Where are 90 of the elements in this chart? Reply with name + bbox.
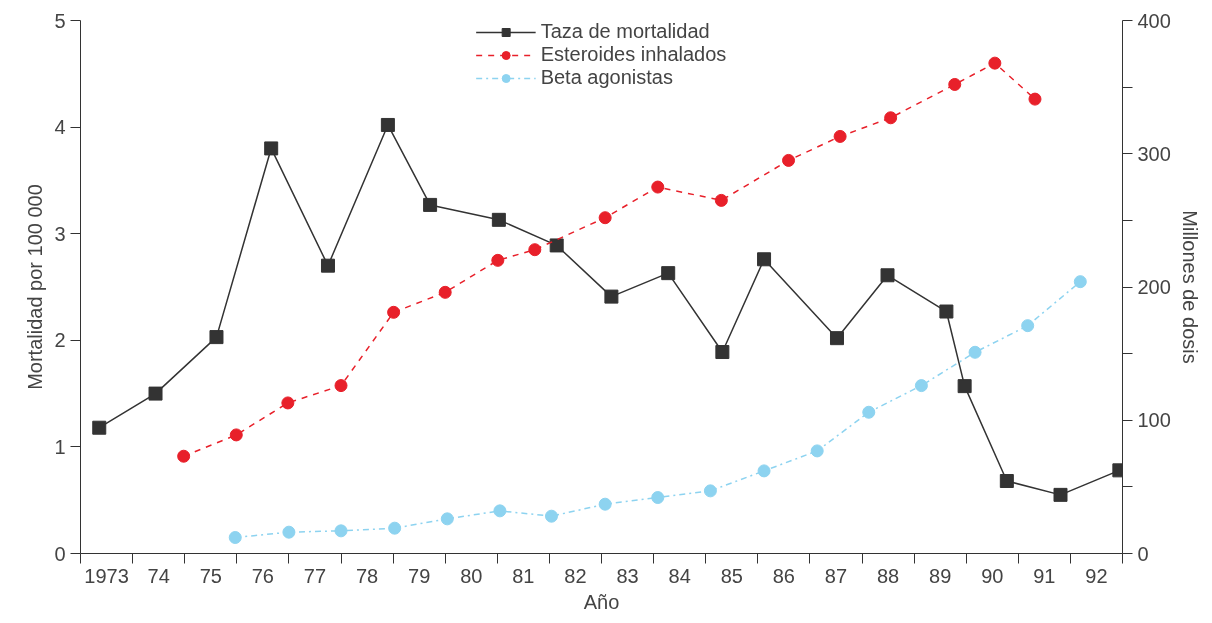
point (999, 474, 1014, 489)
point (829, 331, 844, 346)
x-tick-label: 87 (824, 564, 848, 587)
x-tick-label: 77 (303, 564, 327, 587)
point (264, 141, 279, 156)
point (491, 253, 505, 267)
x-tick-label: 85 (720, 564, 743, 587)
point (528, 243, 542, 257)
x-tick-label: 86 (772, 564, 795, 587)
point (782, 153, 796, 167)
x-tick-label: 80 (460, 564, 483, 587)
y-tick-label: 1 (54, 435, 66, 458)
point (229, 428, 243, 442)
x-tick-label: 81 (512, 564, 535, 587)
point (282, 525, 296, 539)
point (92, 420, 107, 435)
point (715, 345, 730, 360)
x-axis-title: Año (583, 590, 620, 613)
point (810, 444, 824, 458)
point (1053, 487, 1068, 502)
point (148, 386, 163, 401)
point (281, 396, 295, 410)
point (884, 111, 898, 125)
y-tick-label: 0 (54, 542, 66, 565)
x-tick-label: 84 (668, 564, 691, 587)
point (544, 509, 558, 523)
point (833, 129, 847, 143)
point (957, 379, 972, 394)
point (862, 405, 876, 419)
x-tick-label: 91 (1033, 564, 1056, 587)
point (491, 212, 506, 227)
point (493, 504, 507, 518)
point (387, 305, 401, 319)
point (549, 238, 564, 253)
point (388, 521, 402, 535)
point (598, 497, 612, 511)
x-tick-label: 82 (564, 564, 587, 587)
x-tick-label: 89 (929, 564, 952, 587)
x-tick-label: 90 (981, 564, 1004, 587)
point (948, 77, 962, 91)
point (661, 266, 676, 281)
x-tick-label: 79 (408, 564, 431, 587)
x-tick-label: 88 (876, 564, 900, 587)
y2-axis-title: Millones de dosis (1178, 210, 1201, 364)
y-tick-label: 4 (54, 116, 66, 139)
point (1073, 275, 1087, 289)
point (651, 491, 665, 505)
point (651, 180, 665, 194)
x-tick-label: 76 (251, 564, 274, 587)
point (380, 117, 395, 132)
point (423, 197, 438, 212)
x-tick-label: 92 (1085, 564, 1108, 587)
point (440, 512, 454, 526)
x-tick-label: 1973 (84, 564, 129, 587)
point (757, 464, 771, 478)
point (334, 524, 348, 538)
point (1021, 319, 1035, 333)
point (438, 285, 452, 299)
y-tick-label: 5 (54, 9, 66, 32)
y2-tick-label: 300 (1137, 142, 1171, 165)
point (1028, 92, 1042, 106)
legend-label: Taza de mortalidad (540, 20, 710, 43)
y-tick-label: 3 (54, 222, 66, 245)
point (914, 379, 928, 393)
point (228, 531, 242, 544)
legend-label: Esteroides inhalados (540, 43, 727, 66)
point (177, 449, 191, 463)
point (598, 211, 612, 225)
point (714, 193, 728, 207)
x-tick-label: 74 (147, 564, 170, 587)
x-tick-label: 75 (199, 564, 222, 587)
point (939, 304, 954, 319)
point (757, 252, 772, 267)
point (334, 379, 348, 393)
point (988, 56, 1002, 70)
legend-label: Beta agonistas (540, 66, 673, 89)
point (703, 484, 717, 498)
y2-tick-label: 200 (1137, 276, 1171, 298)
point (880, 268, 895, 283)
x-tick-label: 78 (355, 564, 379, 587)
y2-tick-label: 400 (1137, 9, 1171, 32)
y-axis-title: Mortalidad por 100 000 (24, 184, 47, 390)
point (209, 330, 224, 345)
y2-tick-label: 0 (1137, 542, 1149, 565)
point (968, 345, 982, 359)
y2-tick-label: 100 (1137, 409, 1171, 432)
point (604, 289, 619, 304)
x-tick-label: 83 (616, 564, 639, 587)
y-tick-label: 2 (54, 329, 66, 352)
point (320, 258, 335, 273)
